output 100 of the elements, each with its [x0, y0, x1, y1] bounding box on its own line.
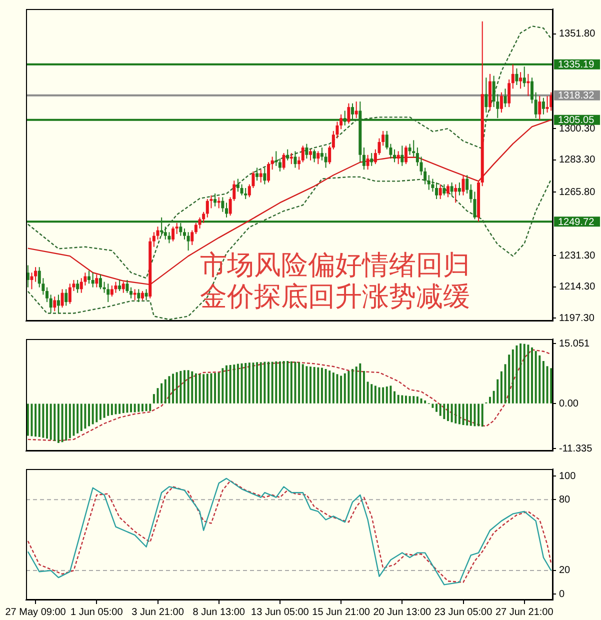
- candlestick: [98, 274, 102, 290]
- candlestick: [500, 92, 503, 114]
- x-tick-label: 8 Jun 13:00: [192, 606, 246, 618]
- candlestick: [190, 230, 194, 246]
- candlestick: [214, 193, 217, 207]
- candlestick: [278, 158, 282, 172]
- candlestick: [221, 196, 224, 212]
- candlestick: [408, 143, 412, 156]
- candlestick: [340, 114, 343, 130]
- candlestick: [542, 97, 545, 115]
- candlestick: [511, 64, 514, 90]
- candlestick: [316, 150, 320, 165]
- candlestick: [130, 286, 133, 299]
- candlestick: [182, 228, 186, 240]
- candlestick: [240, 184, 244, 196]
- candlestick: [244, 187, 248, 200]
- candlestick: [282, 152, 286, 170]
- candlestick: [126, 279, 129, 294]
- y-tick-label: -11.335: [559, 444, 593, 454]
- candlestick: [454, 184, 458, 204]
- candlestick: [286, 148, 290, 161]
- ref-line-label: 1335.19: [558, 60, 595, 71]
- candlestick: [156, 226, 160, 240]
- candlestick: [106, 283, 110, 303]
- candlestick: [114, 281, 118, 294]
- candlestick: [224, 202, 228, 218]
- candlestick: [515, 68, 518, 86]
- candlestick: [538, 96, 542, 120]
- annotation: 市场风险偏好情绪回归: [200, 250, 470, 282]
- candlestick: [140, 290, 144, 301]
- candlestick: [266, 162, 270, 183]
- y-tick-label: 1231.30: [559, 250, 596, 262]
- candlestick: [64, 288, 68, 306]
- candlestick: [484, 77, 488, 114]
- candlestick: [95, 274, 98, 288]
- x-tick-label: 13 Jun 05:00: [251, 606, 310, 618]
- candlestick: [152, 232, 156, 248]
- candlestick: [298, 156, 301, 170]
- candlestick: [446, 184, 450, 198]
- candlestick: [427, 174, 430, 190]
- y-tick-label: 0: [559, 588, 565, 600]
- candlestick: [324, 152, 328, 168]
- candlestick: [431, 178, 434, 192]
- x-tick-label: 20 Jun 13:00: [373, 606, 432, 618]
- candlestick: [305, 143, 308, 160]
- candlestick: [519, 72, 522, 90]
- candlestick: [382, 130, 385, 146]
- candlestick: [450, 182, 454, 196]
- y-tick-label: 1214.30: [559, 282, 596, 293]
- candlestick: [309, 148, 312, 161]
- line-series: [27, 26, 552, 279]
- annotation: 金价探底回升涨势减缓: [200, 281, 470, 312]
- x-tick-label: 27 May 09:00: [5, 606, 66, 618]
- candlestick: [354, 101, 358, 119]
- candlestick: [172, 226, 175, 242]
- candlestick: [546, 96, 549, 114]
- y-tick-label: 0.00: [559, 398, 579, 410]
- candlestick: [256, 167, 259, 182]
- candlestick: [68, 283, 72, 304]
- candlestick: [186, 232, 190, 252]
- candlestick: [60, 288, 64, 308]
- candlestick: [328, 145, 332, 165]
- candlestick: [144, 288, 148, 301]
- candlestick: [236, 178, 240, 192]
- candlestick: [194, 222, 198, 234]
- candlestick: [294, 150, 297, 168]
- candlestick: [122, 281, 125, 294]
- x-tick-label: 23 Jun 05:00: [434, 606, 493, 618]
- line-series: [27, 349, 552, 442]
- candlestick: [88, 270, 91, 284]
- candlestick: [466, 174, 469, 194]
- y-tick-label: 80: [559, 494, 571, 506]
- candlestick: [458, 182, 461, 196]
- candlestick: [412, 140, 416, 158]
- y-tick-label: 1300.30: [559, 123, 596, 134]
- candlestick: [530, 77, 534, 104]
- candlestick: [49, 294, 52, 314]
- candlestick: [508, 78, 511, 108]
- candlestick: [137, 288, 140, 303]
- candlestick: [30, 272, 34, 290]
- candlestick: [400, 145, 404, 166]
- candlestick: [396, 150, 400, 165]
- x-tick-label: 1 Jun 05:00: [70, 606, 124, 618]
- candlestick: [263, 167, 266, 185]
- candlestick: [206, 198, 209, 218]
- y-tick-label: 1283.30: [559, 154, 596, 166]
- candlestick: [393, 148, 396, 163]
- y-tick-label: 1197.30: [559, 312, 595, 324]
- y-tick-label: 1265.80: [559, 186, 596, 198]
- candlestick: [164, 226, 167, 240]
- y-tick-label: 20: [559, 565, 571, 576]
- candlestick: [91, 272, 94, 288]
- x-tick-label: 15 Jun 21:00: [312, 606, 370, 618]
- candlestick: [270, 156, 274, 170]
- candlestick: [56, 294, 60, 314]
- candlestick: [46, 286, 49, 303]
- x-tick-label: 3 Jun 21:00: [132, 606, 184, 618]
- candlestick: [175, 222, 178, 234]
- candlestick: [118, 279, 122, 292]
- candlestick: [312, 148, 316, 163]
